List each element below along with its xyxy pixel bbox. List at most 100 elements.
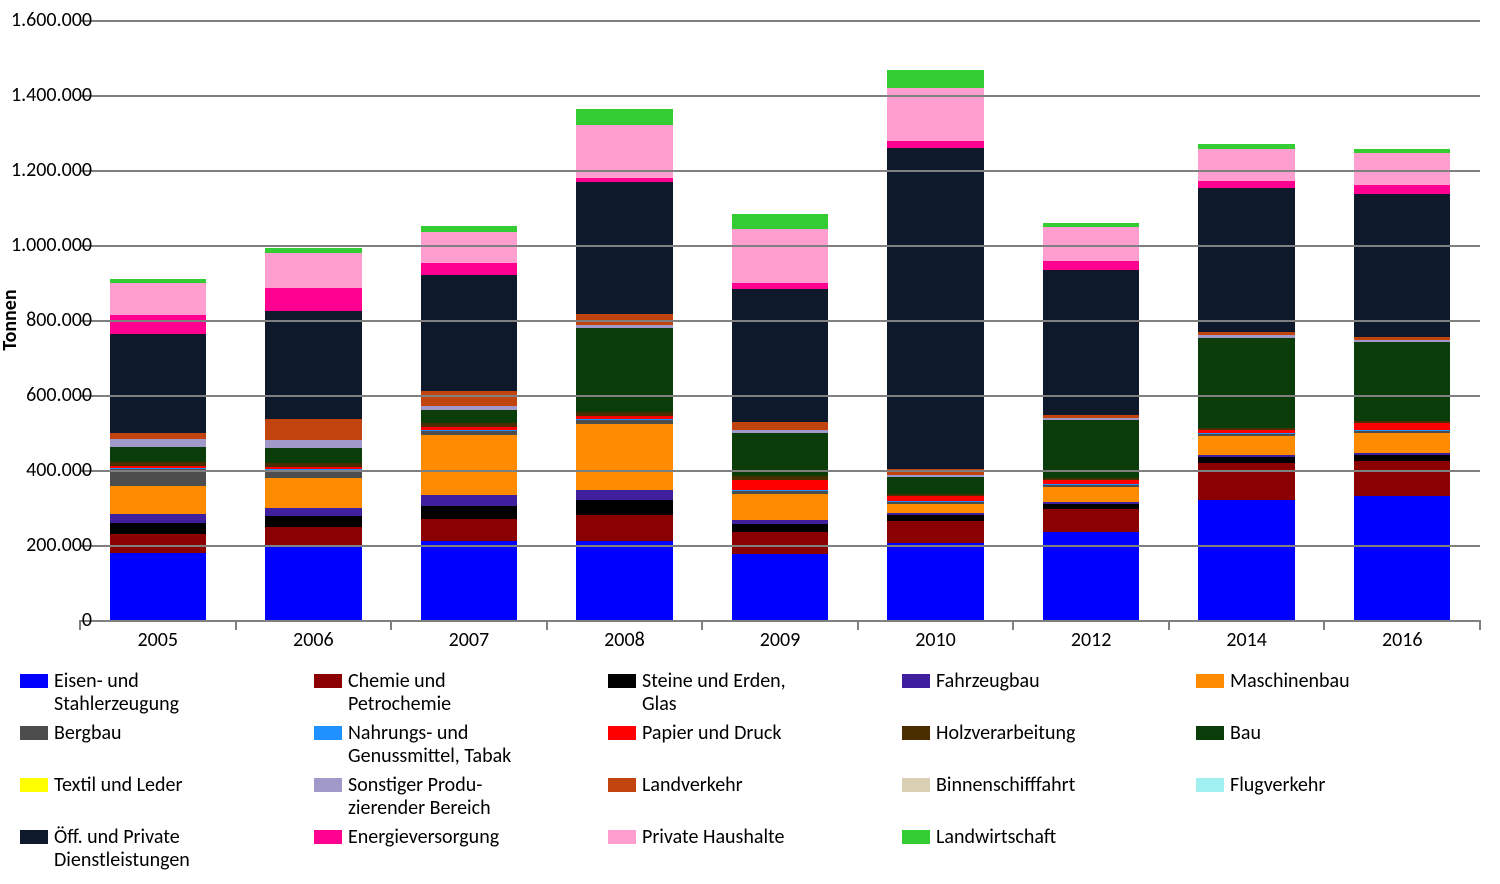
legend-item-papier: Papier und Druck — [608, 722, 892, 768]
bar-segment-steine_glas — [421, 506, 517, 519]
bar-segment-eisen_stahl — [1198, 500, 1294, 620]
y-tick-label: 200.000 — [26, 533, 92, 557]
bar-segment-dienstleistungen — [1043, 270, 1139, 414]
bar-segment-steine_glas — [732, 524, 828, 532]
bar-segment-chemie — [265, 527, 361, 547]
y-tick-label: 1.400.000 — [11, 83, 92, 107]
bar-segment-energie — [110, 315, 206, 334]
bar-segment-maschinenbau — [887, 504, 983, 513]
bar-segment-dienstleistungen — [576, 182, 672, 313]
gridline — [80, 470, 1480, 472]
legend-item-chemie: Chemie und Petrochemie — [314, 670, 598, 716]
legend-label: Flugverkehr — [1230, 774, 1325, 797]
gridline — [80, 170, 1480, 172]
bar-segment-eisen_stahl — [887, 543, 983, 620]
gridline — [80, 245, 1480, 247]
legend-label: Öff. und Private Dienstleistungen — [54, 826, 190, 872]
legend-swatch — [20, 726, 48, 740]
legend-label: Bergbau — [54, 722, 122, 745]
legend-swatch — [1196, 778, 1224, 792]
bar-segment-haushalte — [421, 232, 517, 264]
legend-swatch — [314, 778, 342, 792]
legend-label: Holzverarbeitung — [936, 722, 1075, 745]
bar-segment-sonst_prod — [265, 440, 361, 448]
x-tick-mark — [701, 620, 703, 630]
legend-swatch — [20, 674, 48, 688]
x-tick-mark — [1323, 620, 1325, 630]
bar-segment-maschinenbau — [732, 494, 828, 520]
gridline — [80, 395, 1480, 397]
legend-swatch — [20, 830, 48, 844]
legend-item-holz: Holzverarbeitung — [902, 722, 1186, 768]
bar-segment-steine_glas — [110, 523, 206, 534]
bar-segment-maschinenbau — [1198, 436, 1294, 455]
x-tick-label: 2014 — [1226, 628, 1267, 652]
bar-segment-landwirtschaft — [576, 109, 672, 126]
x-tick-mark — [390, 620, 392, 630]
bar-segment-bau — [887, 477, 983, 494]
bar-segment-bau — [576, 328, 672, 412]
y-tick-label: 400.000 — [26, 458, 92, 482]
bar-segment-dienstleistungen — [1354, 194, 1450, 337]
bar-group — [265, 248, 361, 620]
bar-segment-chemie — [1043, 509, 1139, 532]
bar-segment-haushalte — [1198, 149, 1294, 181]
bar-segment-fahrzeugbau — [421, 495, 517, 506]
x-tick-label: 2007 — [449, 628, 490, 652]
bar-group — [1198, 144, 1294, 620]
legend-item-steine_glas: Steine und Erden, Glas — [608, 670, 892, 716]
legend-label: Nahrungs- und Genussmittel, Tabak — [348, 722, 511, 768]
legend-item-nahrung: Nahrungs- und Genussmittel, Tabak — [314, 722, 598, 768]
bar-segment-dienstleistungen — [110, 334, 206, 433]
legend-item-bergbau: Bergbau — [20, 722, 304, 768]
bar-segment-maschinenbau — [421, 435, 517, 495]
bar-segment-bau — [1354, 342, 1450, 421]
legend-label: Bau — [1230, 722, 1261, 745]
legend-swatch — [902, 778, 930, 792]
bar-segment-sonst_prod — [110, 439, 206, 447]
y-tick-label: 600.000 — [26, 383, 92, 407]
legend-label: Eisen- und Stahlerzeugung — [54, 670, 179, 716]
legend-label: Landverkehr — [642, 774, 743, 797]
legend-swatch — [902, 830, 930, 844]
legend-swatch — [902, 726, 930, 740]
bar-group — [1043, 223, 1139, 621]
legend-item-sonst_prod: Sonstiger Produ- zierender Bereich — [314, 774, 598, 820]
legend-label: Sonstiger Produ- zierender Bereich — [348, 774, 491, 820]
bar-segment-fahrzeugbau — [265, 508, 361, 516]
bar-segment-dienstleistungen — [421, 275, 517, 391]
bar-segment-energie — [421, 263, 517, 274]
x-tick-label: 2009 — [760, 628, 801, 652]
plot-area — [80, 20, 1480, 622]
legend-item-binnenschiff: Binnenschifffahrt — [902, 774, 1186, 820]
legend-label: Chemie und Petrochemie — [348, 670, 451, 716]
bar-segment-haushalte — [265, 253, 361, 289]
bar-group — [110, 279, 206, 620]
legend-label: Steine und Erden, Glas — [642, 670, 786, 716]
legend-item-textil: Textil und Leder — [20, 774, 304, 820]
legend-swatch — [902, 674, 930, 688]
legend-item-landverkehr: Landverkehr — [608, 774, 892, 820]
legend-label: Landwirtschaft — [936, 826, 1056, 849]
legend-swatch — [608, 830, 636, 844]
bar-segment-eisen_stahl — [421, 541, 517, 620]
bar-segment-chemie — [1198, 463, 1294, 501]
legend-label: Maschinenbau — [1230, 670, 1350, 693]
legend-label: Textil und Leder — [54, 774, 182, 797]
bar-segment-haushalte — [732, 229, 828, 283]
x-tick-mark — [1168, 620, 1170, 630]
x-tick-mark — [546, 620, 548, 630]
bar-segment-fahrzeugbau — [110, 514, 206, 523]
legend-item-eisen_stahl: Eisen- und Stahlerzeugung — [20, 670, 304, 716]
legend-item-dienstleistungen: Öff. und Private Dienstleistungen — [20, 826, 304, 872]
bar-segment-maschinenbau — [110, 486, 206, 514]
bar-segment-chemie — [576, 515, 672, 541]
legend-swatch — [608, 726, 636, 740]
bar-segment-haushalte — [1043, 227, 1139, 261]
bar-segment-maschinenbau — [1043, 487, 1139, 502]
x-tick-mark — [235, 620, 237, 630]
legend-label: Binnenschifffahrt — [936, 774, 1075, 797]
legend-swatch — [1196, 726, 1224, 740]
bar-segment-landwirtschaft — [732, 214, 828, 229]
legend-item-haushalte: Private Haushalte — [608, 826, 892, 872]
